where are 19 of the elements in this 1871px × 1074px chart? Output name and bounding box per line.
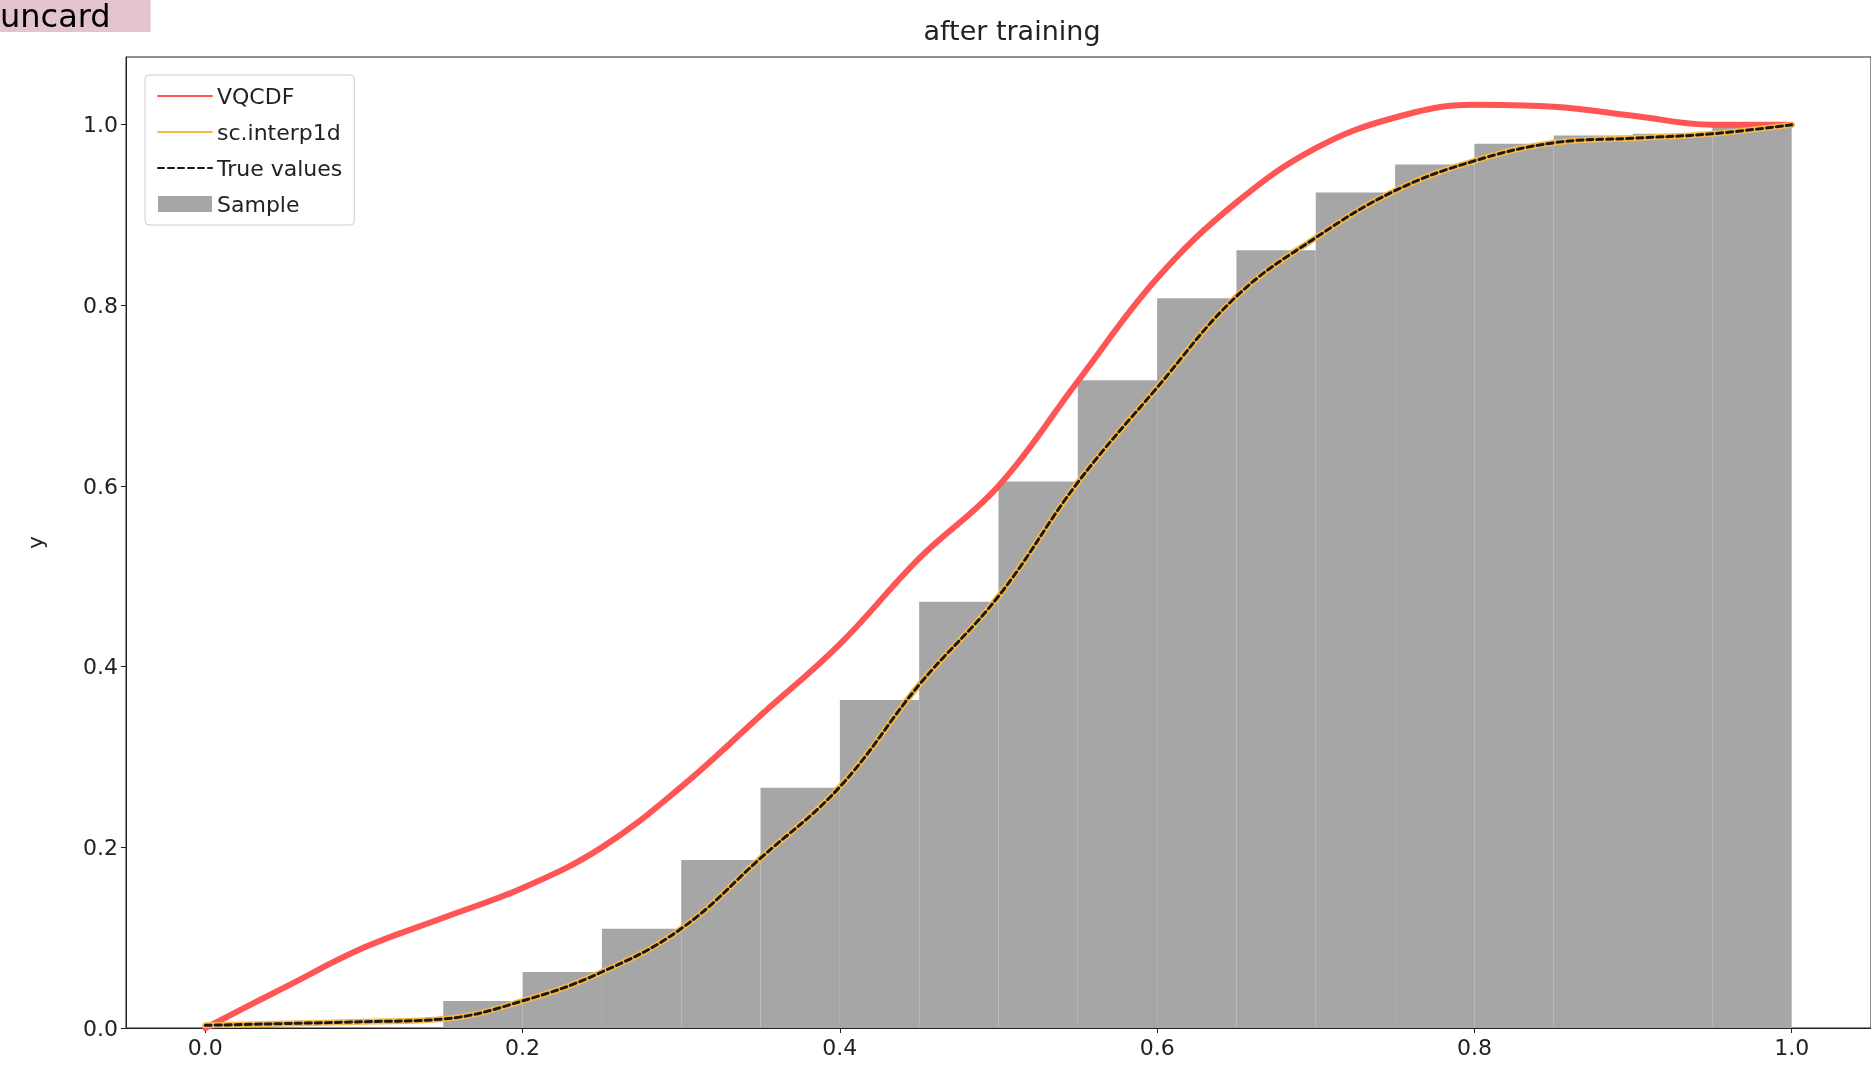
x-tick-label: 1.0 [1774,1034,1810,1060]
y-axis-title: y [22,535,48,550]
y-tick-label: 0.0 [83,1015,118,1041]
text: uncard [0,0,111,35]
y-tick-label: 0.6 [83,473,118,499]
y-tick-label: 0.8 [83,292,118,318]
chart-title: after training [923,15,1101,46]
x-tick-label: 0.8 [1456,1034,1492,1060]
x-tick-label: 0.4 [822,1034,858,1060]
x-tick-label: 0.6 [1139,1034,1175,1060]
legend-label: sc.interp1d [217,119,341,145]
legend-label: True values [216,155,343,181]
y-tick-label: 0.4 [83,654,118,680]
x-tick-label: 0.2 [505,1034,541,1060]
y-tick-label: 1.0 [83,112,118,138]
x-tick-label: 0.0 [187,1034,223,1060]
legend-label: Sample [217,191,300,217]
y-tick-label: 0.2 [83,834,118,860]
legend-label: VQCDF [217,83,295,109]
